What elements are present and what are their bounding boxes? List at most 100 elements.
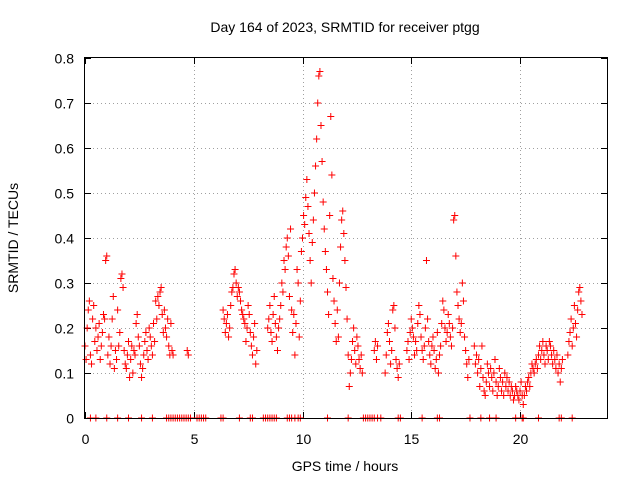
data-point	[489, 387, 497, 395]
data-point	[294, 279, 302, 287]
data-point	[352, 360, 360, 368]
data-point	[133, 311, 141, 318]
data-point	[289, 329, 297, 336]
data-point	[462, 347, 470, 354]
data-point	[97, 342, 105, 350]
data-point	[120, 347, 128, 354]
data-point	[517, 378, 525, 386]
data-point	[403, 347, 411, 354]
data-point	[566, 329, 574, 336]
data-point	[85, 297, 93, 305]
x-axis-label: GPS time / hours	[292, 458, 399, 474]
data-point	[553, 351, 561, 359]
data-point	[107, 342, 115, 350]
y-tick-label: 0.3	[55, 276, 75, 292]
data-point	[127, 356, 135, 363]
data-point	[420, 342, 428, 350]
data-point	[233, 293, 241, 300]
data-point	[306, 257, 314, 264]
data-point	[541, 360, 549, 368]
data-point	[550, 347, 558, 354]
data-point	[491, 356, 499, 363]
data-point	[358, 369, 366, 377]
data-point	[503, 374, 511, 381]
data-point	[347, 356, 355, 363]
data-point	[452, 252, 460, 260]
data-point	[430, 347, 438, 354]
data-point	[292, 320, 300, 327]
data-point	[383, 329, 391, 336]
data-point	[533, 365, 541, 372]
data-point	[228, 288, 236, 296]
data-point	[168, 347, 176, 354]
data-point	[406, 329, 414, 336]
data-points	[81, 68, 586, 422]
data-point	[231, 266, 239, 273]
data-point	[164, 315, 172, 323]
data-point	[304, 203, 312, 210]
data-point	[141, 338, 149, 345]
data-point	[276, 315, 284, 323]
data-point	[247, 342, 255, 350]
data-point	[268, 338, 276, 345]
data-point	[461, 333, 469, 341]
data-point	[150, 320, 158, 327]
data-point	[297, 248, 305, 255]
data-point	[487, 365, 495, 372]
x-tick-label: 0	[82, 431, 90, 447]
data-point	[577, 297, 585, 305]
data-point	[456, 329, 464, 336]
data-point	[244, 302, 252, 309]
data-point	[313, 135, 321, 143]
data-point	[277, 302, 285, 309]
data-point	[92, 324, 100, 332]
data-point	[293, 266, 301, 273]
data-point	[515, 396, 523, 404]
data-point	[355, 356, 363, 363]
data-point	[110, 365, 118, 372]
data-point	[427, 360, 435, 368]
data-point	[96, 356, 104, 363]
data-point	[407, 315, 415, 323]
data-point	[288, 306, 296, 314]
data-point	[280, 257, 288, 264]
data-point	[226, 324, 234, 332]
data-point	[285, 293, 293, 300]
data-point	[490, 369, 498, 377]
data-point	[500, 392, 508, 399]
data-point	[245, 311, 253, 318]
data-point	[543, 347, 551, 354]
data-point	[482, 378, 490, 386]
data-point	[549, 360, 557, 368]
data-point	[371, 338, 379, 345]
data-point	[488, 374, 496, 381]
data-point	[106, 360, 114, 368]
data-point	[412, 338, 420, 345]
data-point	[324, 288, 332, 296]
data-point	[290, 311, 298, 318]
data-point	[424, 315, 432, 323]
data-point	[91, 338, 99, 345]
data-point	[545, 338, 553, 345]
data-point	[393, 365, 401, 372]
data-point	[481, 392, 489, 399]
data-point	[370, 347, 378, 354]
data-point	[443, 329, 451, 336]
data-point	[167, 320, 175, 327]
data-point	[494, 383, 502, 390]
data-point	[316, 68, 324, 75]
data-point	[248, 351, 256, 359]
data-point	[454, 302, 462, 309]
data-point	[296, 297, 304, 305]
data-point	[524, 378, 532, 386]
data-point	[310, 189, 318, 197]
data-point	[139, 365, 147, 372]
data-point	[138, 374, 146, 381]
data-point	[576, 284, 584, 291]
data-point	[530, 369, 538, 377]
data-point	[273, 347, 281, 354]
x-tick-label: 5	[191, 431, 199, 447]
data-point	[146, 333, 154, 341]
